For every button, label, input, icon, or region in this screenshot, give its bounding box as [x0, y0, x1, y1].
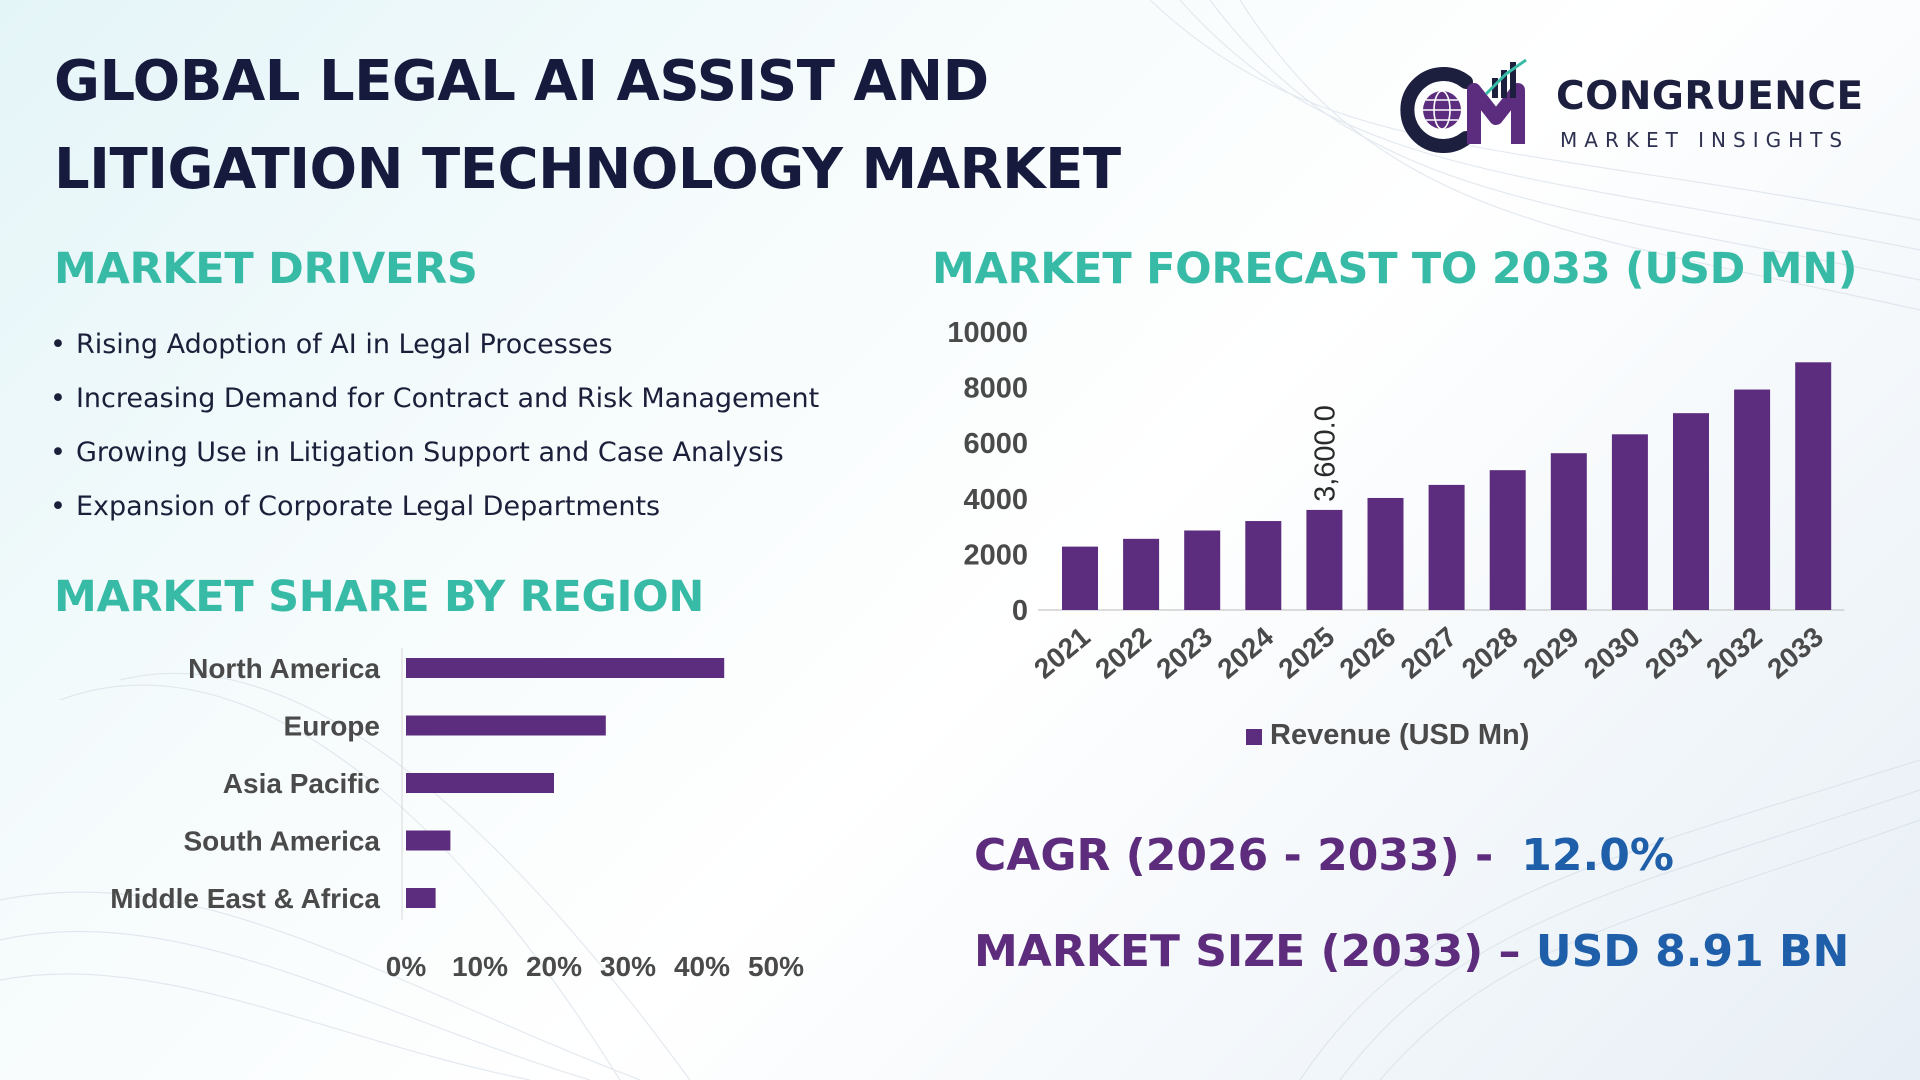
bar [1734, 389, 1771, 610]
bar [1489, 470, 1526, 610]
bar [406, 773, 554, 793]
y-tick-label: 6000 [963, 428, 1028, 460]
list-item: Rising Adoption of AI in Legal Processes [50, 324, 910, 378]
x-tick-label: 2030 [1578, 621, 1646, 685]
x-tick-label: 2022 [1089, 621, 1157, 685]
bar [1123, 538, 1160, 610]
region-share-bar-chart: North America Europe Asia Pacific South Ame… [110, 648, 804, 982]
bar [1306, 509, 1343, 610]
x-tick-label: 2024 [1212, 621, 1280, 685]
x-tick-label: 2027 [1395, 621, 1463, 685]
forecast-title: MARKET FORECAST TO 2033 (USD MN) [932, 244, 1858, 294]
y-tick-label: 4000 [963, 484, 1028, 516]
bar [406, 830, 451, 851]
bar [406, 658, 725, 678]
cagr-value: 12.0% [1521, 830, 1674, 881]
bar [1428, 484, 1465, 610]
category-label: South America [183, 826, 380, 857]
drivers-title: MARKET DRIVERS [54, 244, 478, 294]
x-tick-label: 50% [748, 951, 804, 982]
region-share-title: MARKET SHARE BY REGION [54, 572, 705, 622]
title-line-1: GLOBAL LEGAL AI ASSIST AND [54, 49, 989, 114]
market-size-stat: MARKET SIZE (2033) – USD 8.91 BN [974, 926, 1849, 977]
category-label: Middle East & Africa [110, 883, 380, 914]
globe-bar-chart-icon [1400, 58, 1527, 153]
legend-label: Revenue (USD Mn) [1270, 719, 1529, 751]
bar [1795, 362, 1832, 610]
bar [1062, 546, 1098, 610]
y-tick-label: 2000 [963, 539, 1028, 571]
x-tick-label: 2032 [1700, 621, 1768, 685]
data-label: 3,600.0 [1309, 405, 1341, 502]
market-size-value: USD 8.91 BN [1535, 926, 1850, 977]
bar [1245, 521, 1282, 610]
bar [1367, 497, 1404, 610]
y-tick-label: 0 [1012, 595, 1028, 627]
x-tick-label: 2025 [1273, 621, 1341, 685]
x-tick-label: 10% [452, 951, 508, 982]
x-tick-label: 2026 [1334, 621, 1402, 685]
bar [1550, 453, 1587, 610]
list-item: Increasing Demand for Contract and Risk … [50, 378, 910, 432]
bar [1673, 413, 1709, 610]
x-tick-label: 30% [600, 951, 656, 982]
legend-swatch [1246, 729, 1262, 745]
x-tick-label: 2023 [1150, 621, 1218, 685]
bar [1611, 434, 1648, 610]
category-label: North America [188, 653, 380, 684]
company-logo: CONGRUENCE MARKET INSIGHTS [1400, 52, 1880, 162]
y-tick-label: 8000 [963, 373, 1028, 405]
bar [406, 888, 436, 908]
list-item: Expansion of Corporate Legal Departments [50, 486, 910, 540]
y-tick-label: 10000 [947, 317, 1028, 349]
drivers-list: Rising Adoption of AI in Legal Processes… [50, 324, 910, 540]
bar [406, 715, 606, 736]
bar [1184, 530, 1221, 610]
x-tick-label: 2029 [1517, 621, 1585, 685]
x-tick-label: 2028 [1456, 621, 1524, 685]
logo-name: CONGRUENCE [1556, 74, 1864, 119]
x-tick-label: 2021 [1028, 621, 1096, 685]
page-title: GLOBAL LEGAL AI ASSIST AND LITIGATION TE… [54, 38, 1234, 214]
cagr-label: CAGR (2026 - 2033) - [974, 830, 1494, 881]
x-tick-label: 20% [526, 951, 582, 982]
list-item: Growing Use in Litigation Support and Ca… [50, 432, 910, 486]
category-label: Europe [284, 711, 380, 742]
x-tick-label: 0% [386, 951, 427, 982]
logo-tagline: MARKET INSIGHTS [1560, 128, 1850, 152]
x-tick-label: 2031 [1639, 621, 1707, 685]
title-line-2: LITIGATION TECHNOLOGY MARKET [54, 137, 1121, 202]
cagr-stat: CAGR (2026 - 2033) - 12.0% [974, 830, 1674, 881]
x-tick-label: 40% [674, 951, 730, 982]
market-size-label: MARKET SIZE (2033) – [974, 926, 1521, 977]
category-label: Asia Pacific [223, 768, 380, 799]
x-tick-label: 2033 [1761, 621, 1829, 685]
forecast-bar-chart: 0200040006000800010000202120222023202420… [947, 317, 1845, 751]
